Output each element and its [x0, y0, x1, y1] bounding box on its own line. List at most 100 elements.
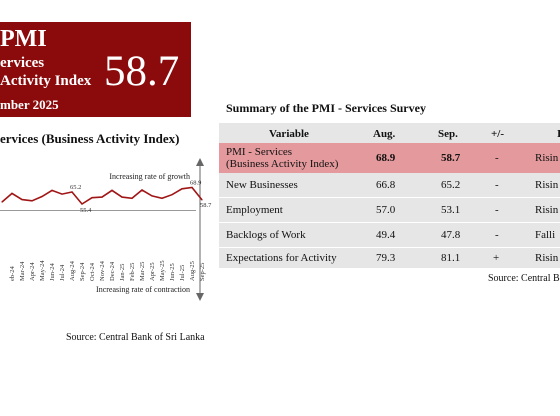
row-aug: 57.0	[376, 204, 396, 216]
x-tick-label: May-24	[39, 260, 46, 281]
data-point	[1, 201, 3, 203]
header-aug: Aug.	[373, 128, 396, 140]
data-label: 58.7	[200, 202, 212, 209]
x-tick-label: Aug-24	[69, 260, 76, 281]
data-point	[181, 188, 183, 190]
data-point	[121, 196, 123, 198]
series-line	[1, 186, 203, 206]
row-aug: 79.3	[376, 252, 396, 264]
row-variable: New Businesses	[226, 179, 298, 191]
row-variable: PMI - Services	[226, 146, 292, 158]
arrow-up-icon	[196, 158, 204, 166]
row-sign: -	[495, 179, 499, 191]
row-direction: Risin	[535, 204, 559, 216]
x-tick-label: Oct-24	[89, 262, 96, 281]
row-sign: +	[493, 252, 500, 264]
row-aug: 66.8	[376, 179, 396, 191]
row-aug: 68.9	[376, 152, 396, 164]
row-direction: Risin	[535, 152, 559, 164]
row-divider	[219, 222, 560, 223]
table-row: Expectations for Activity 79.3 81.1 + Ri…	[219, 248, 560, 268]
banner-services-label: ervices	[0, 55, 45, 71]
chart-title: ervices (Business Activity Index)	[0, 131, 180, 146]
row-direction: Risin	[535, 252, 559, 264]
data-point	[41, 195, 43, 198]
x-tick-label: Apr-25	[149, 262, 156, 281]
data-point	[81, 203, 83, 205]
row-variable-sub: (Business Activity Index)	[226, 158, 339, 170]
row-sep: 53.1	[441, 204, 461, 216]
row-sep: 65.2	[441, 179, 461, 191]
data-point	[151, 195, 153, 197]
x-tick-label: Mar-24	[19, 261, 26, 281]
banner-month-label: mber 2025	[0, 97, 59, 112]
header-direction: I	[557, 128, 560, 140]
data-point	[51, 189, 53, 191]
row-variable: Expectations for Activity	[226, 252, 337, 264]
x-tick-label: Jan-25	[119, 264, 126, 281]
x-tick-label: Nov-24	[99, 260, 106, 281]
row-sign: -	[495, 229, 499, 241]
x-tick-label: Aug-25	[189, 261, 196, 281]
data-point	[161, 197, 163, 199]
data-point	[131, 197, 133, 199]
row-variable: Backlogs of Work	[226, 229, 306, 241]
data-point	[201, 199, 203, 201]
upper-note: Increasing rate of growth	[109, 172, 190, 181]
data-point	[171, 194, 173, 196]
summary-table: Variable Aug. Sep. +/- I PMI - Services …	[219, 123, 560, 268]
data-point	[71, 191, 73, 193]
lower-note: Increasing rate of contraction	[96, 285, 190, 294]
data-point	[91, 197, 93, 199]
chart-source: Source: Central Bank of Sri Lanka	[66, 332, 205, 343]
table-row: Backlogs of Work 49.4 47.8 - Falli	[219, 223, 560, 247]
pmi-banner: PMI ervices Activity Index mber 2025 58.…	[0, 22, 191, 117]
row-divider	[219, 197, 560, 198]
banner-pmi-value: 58.7	[104, 48, 180, 95]
row-sep: 58.7	[441, 152, 461, 164]
data-point	[21, 198, 23, 201]
x-tick-label: eb-24	[9, 265, 16, 281]
row-direction: Risin	[535, 179, 559, 191]
row-divider	[219, 247, 560, 248]
arrow-down-icon	[196, 293, 204, 301]
data-point	[31, 200, 33, 202]
pmi-line-chart: Increasing rate of growth Increasing rate…	[0, 158, 212, 301]
table-row: New Businesses 66.8 65.2 - Risin	[219, 173, 560, 197]
x-tick-label: May-25	[159, 260, 166, 281]
x-tick-label: Mar-25	[139, 262, 146, 281]
data-point	[61, 193, 63, 195]
data-label: 65.2	[70, 184, 81, 191]
data-label: 55.4	[80, 207, 92, 214]
row-sep: 81.1	[441, 252, 461, 264]
data-point	[141, 189, 143, 191]
row-sign: -	[495, 204, 499, 216]
table-header-row: Variable Aug. Sep. +/- I	[219, 123, 560, 143]
data-point	[101, 196, 103, 198]
header-change: +/-	[491, 128, 504, 140]
x-tick-label: Jun-25	[169, 263, 176, 281]
x-tick-label: Dec-24	[109, 261, 116, 281]
x-tick-label: Sep-25	[199, 263, 206, 281]
header-sep: Sep.	[438, 128, 458, 140]
table-row: Employment 57.0 53.1 - Risin	[219, 198, 560, 222]
x-tick-label: Jun-24	[49, 263, 56, 281]
summary-title: Summary of the PMI - Services Survey	[226, 101, 426, 115]
x-tick-label: Feb-25	[129, 263, 136, 281]
data-point	[11, 192, 13, 195]
x-tick-label: Jul-24	[59, 264, 66, 281]
row-direction: Falli	[535, 229, 556, 241]
banner-pmi-label: PMI	[0, 26, 47, 52]
x-tick-label: Apr-24	[29, 262, 36, 281]
banner-index-label: Activity Index	[0, 73, 92, 89]
row-variable: Employment	[226, 204, 283, 216]
x-tick-label: Sep-24	[79, 262, 86, 281]
row-aug: 49.4	[376, 229, 396, 241]
data-label: 68.9	[190, 179, 201, 186]
header-variable: Variable	[269, 128, 309, 140]
data-point	[191, 186, 193, 189]
table-row: PMI - Services (Business Activity Index)…	[219, 143, 560, 173]
x-tick-label: Jul-25	[179, 265, 186, 281]
table-source: Source: Central Ba	[488, 273, 560, 284]
row-sign: -	[495, 152, 499, 164]
